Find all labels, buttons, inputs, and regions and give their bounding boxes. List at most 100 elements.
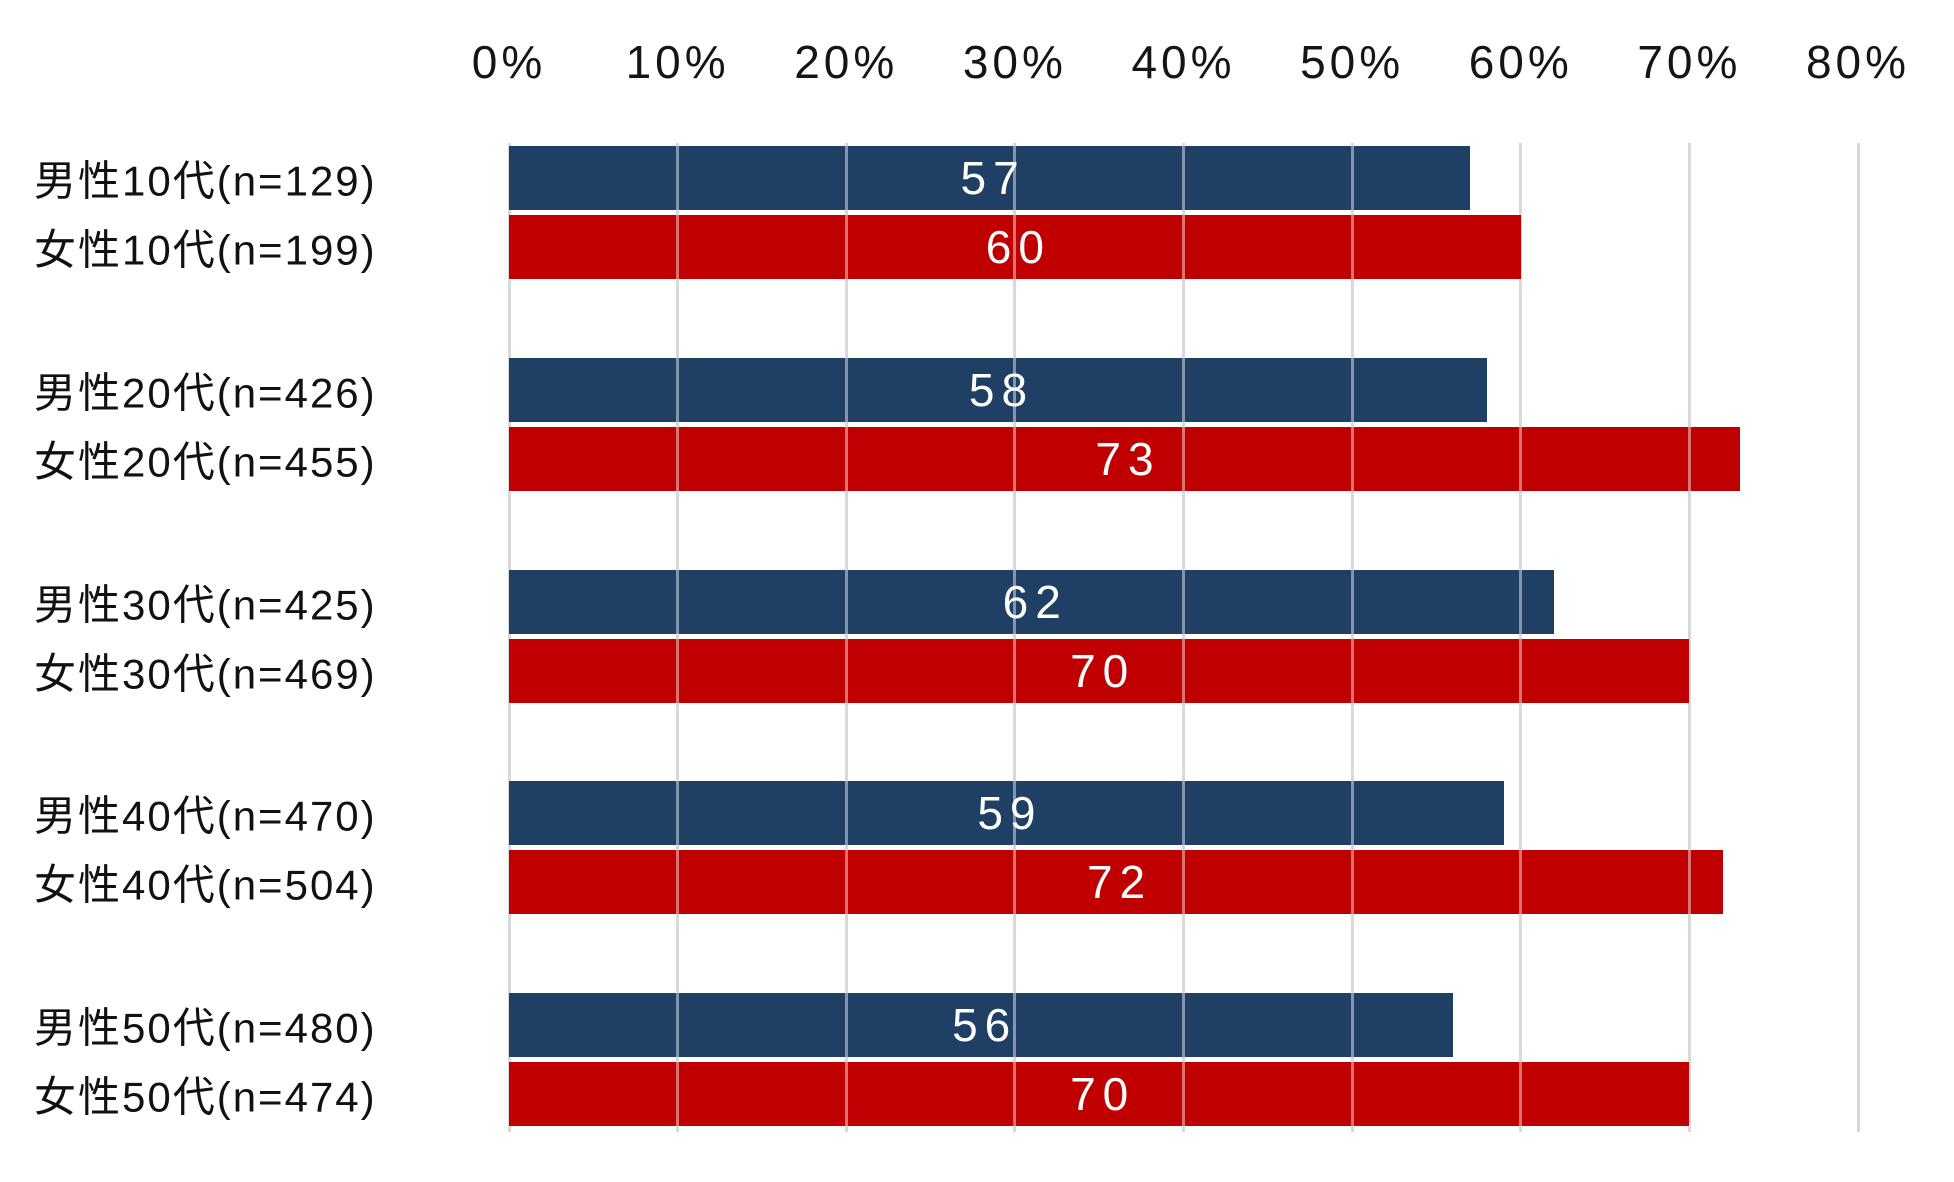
bar-value-label: 70 [1070, 1068, 1136, 1120]
category-label: 男性30代(n=425) [34, 581, 377, 628]
gridline-overlay [1013, 850, 1017, 915]
male-bar: 58 [509, 357, 1488, 422]
gridline-overlay [1182, 1062, 1185, 1126]
gridline-overlay [1350, 569, 1354, 634]
female-bar: 60 [509, 215, 1521, 279]
category-label: 女性20代(n=455) [34, 438, 377, 486]
gridline-overlay [676, 1062, 680, 1126]
gridline [676, 143, 680, 1132]
gridline-overlay [844, 781, 848, 846]
gridline-overlay [1182, 215, 1185, 279]
gridline [507, 143, 511, 1132]
gridline-overlay [844, 426, 848, 491]
category-label: 女性10代(n=199) [34, 226, 377, 274]
gridline-overlay [676, 426, 680, 491]
gridline-overlay [676, 215, 680, 279]
gridline-overlay [1182, 426, 1185, 491]
gridline-overlay [1182, 638, 1185, 703]
gridline-overlay [676, 357, 680, 422]
male-bar: 56 [509, 993, 1454, 1057]
gridline-overlay [676, 638, 680, 703]
x-tick-label: 50% [1300, 36, 1405, 88]
gridline-overlay [676, 146, 680, 210]
female-bar: 70 [509, 1062, 1690, 1126]
male-bar: 57 [509, 146, 1471, 210]
x-tick-label: 60% [1468, 36, 1573, 88]
x-tick-label: 70% [1637, 36, 1742, 88]
gridline [1350, 143, 1354, 1132]
bar-value-label: 72 [1086, 856, 1153, 909]
gridline [1013, 143, 1017, 1132]
category-label: 男性50代(n=480) [34, 1004, 377, 1052]
gridline-overlay [844, 993, 848, 1057]
gridline-overlay [1687, 850, 1691, 915]
bar-value-label: 57 [960, 152, 1026, 204]
gridline [1519, 143, 1523, 1132]
gridline-overlay [1687, 426, 1691, 491]
gridline-overlay [1013, 426, 1017, 491]
gridline-overlay [1182, 993, 1185, 1057]
x-tick-label: 10% [625, 36, 730, 88]
gridline-overlay [844, 1062, 848, 1126]
category-label: 男性20代(n=426) [34, 369, 377, 417]
gridline-overlay [1182, 569, 1185, 634]
gridline-overlay [676, 850, 680, 915]
bar-value-label: 62 [1002, 575, 1068, 628]
category-label: 男性40代(n=470) [34, 792, 377, 840]
gridline-overlay [1519, 569, 1523, 634]
x-tick-label: 40% [1131, 36, 1236, 88]
x-axis-labels: 0% 10% 20% 30% 40% 50% 60% 70% 80% [0, 36, 1954, 88]
gridline-overlay [1013, 569, 1017, 634]
category-label: 女性50代(n=474) [34, 1073, 377, 1121]
x-tick-label: 80% [1805, 36, 1911, 88]
gridline-overlay [1350, 781, 1354, 846]
gridline-overlay [1519, 1062, 1523, 1126]
gridline-overlay [1519, 638, 1523, 703]
gridline-overlay [844, 569, 848, 634]
gridline-overlay [1013, 993, 1017, 1057]
bar-value-label: 60 [985, 221, 1051, 273]
gridline-overlay [1013, 781, 1017, 846]
gridline [1856, 143, 1860, 1132]
gridline-overlay [1350, 638, 1354, 703]
bar-value-label: 73 [1095, 432, 1161, 485]
gridline-overlay [1350, 215, 1354, 279]
category-label: 男性10代(n=129) [34, 157, 377, 205]
gridline-overlay [1013, 215, 1017, 279]
gridline [844, 143, 848, 1132]
gridline-overlay [1350, 993, 1354, 1057]
category-label: 女性30代(n=469) [34, 650, 377, 697]
gridline-overlay [844, 638, 848, 703]
x-tick-label: 30% [962, 36, 1067, 88]
bar-value-label: 58 [968, 363, 1035, 416]
gridline-overlay [676, 781, 680, 846]
gridline-overlay [1350, 426, 1354, 491]
bar-value-label: 59 [977, 787, 1043, 840]
gridline-overlay [1350, 146, 1354, 210]
gridline-overlay [1519, 426, 1523, 491]
gridline-overlay [1182, 850, 1185, 915]
x-tick-label: 20% [794, 36, 899, 88]
female-bar: 73 [509, 426, 1740, 491]
gridline [1687, 143, 1691, 1132]
gridline-overlay [1350, 850, 1354, 915]
gridline-overlay [844, 215, 848, 279]
male-bar: 59 [509, 781, 1504, 846]
category-label: 女性40代(n=504) [34, 861, 377, 909]
gridline-overlay [1182, 781, 1185, 846]
gridline-overlay [1350, 1062, 1354, 1126]
gridline-overlay [844, 850, 848, 915]
gridline-overlay [1013, 638, 1017, 703]
x-tick-label: 0% [471, 36, 547, 88]
gridline-overlay [1519, 850, 1523, 915]
gridline-overlay [844, 146, 848, 210]
gridline-overlay [1013, 357, 1017, 422]
female-bar: 72 [509, 850, 1724, 915]
female-bar: 70 [509, 638, 1690, 703]
gridline-overlay [676, 993, 680, 1057]
gridline-overlay [1182, 357, 1185, 422]
male-bar: 62 [509, 569, 1555, 634]
